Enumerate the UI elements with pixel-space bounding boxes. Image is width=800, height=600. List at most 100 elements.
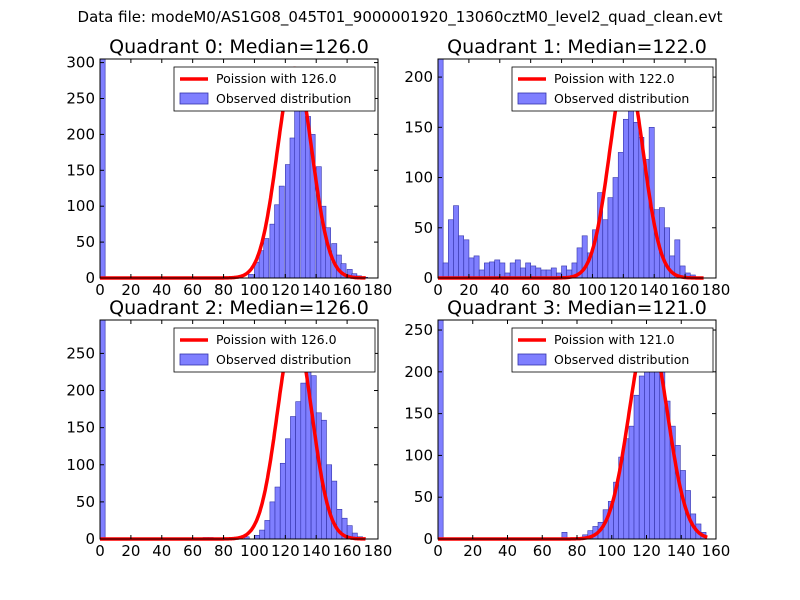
y-tick-label: 150 — [66, 419, 95, 437]
x-tick-label: 0 — [433, 281, 443, 299]
histogram-bar — [99, 58, 106, 279]
x-tick-label: 40 — [490, 281, 509, 299]
histogram-bar — [617, 152, 624, 279]
histogram-bar — [674, 239, 681, 279]
histogram-bar — [458, 235, 464, 279]
x-tick-label: 80 — [214, 281, 233, 299]
histogram-bar — [295, 401, 302, 540]
histogram-bar — [264, 520, 271, 540]
histogram-bar — [644, 350, 650, 540]
x-tick-label: 20 — [459, 281, 478, 299]
legend: Poission with 126.0 Observed distribution — [173, 327, 376, 373]
y-tick-label: 200 — [404, 363, 433, 381]
histogram-bar — [437, 319, 444, 540]
axes-frame — [437, 58, 717, 279]
y-tick-label: 0 — [423, 269, 433, 287]
y-tick-label: 150 — [404, 118, 433, 136]
y-tick-label: 150 — [404, 405, 433, 423]
y-tick-label: 0 — [423, 530, 433, 548]
legend-line-label: Poission with 126.0 — [216, 71, 337, 86]
subplot-title: Quadrant 3: Median=121.0 — [447, 297, 707, 319]
subplot-title: Quadrant 0: Median=126.0 — [109, 36, 369, 58]
x-tick-label: 80 — [214, 542, 233, 560]
x-tick-label: 100 — [240, 281, 269, 299]
x-tick-label: 0 — [433, 542, 443, 560]
legend-bar-label: Observed distribution — [554, 91, 689, 106]
legend-line-label: Poission with 126.0 — [216, 332, 337, 347]
histogram-bar — [514, 259, 521, 279]
histogram-bar — [99, 319, 106, 540]
y-tick-label: 200 — [66, 125, 95, 143]
histogram-bar — [612, 177, 619, 279]
axes-frame — [99, 58, 379, 279]
x-tick-label: 40 — [152, 542, 171, 560]
x-tick-label: 40 — [152, 281, 171, 299]
histogram-bar — [525, 262, 532, 279]
legend-line-label: Poission with 121.0 — [554, 332, 675, 347]
histogram-bar — [484, 262, 490, 279]
legend-bar-label: Observed distribution — [216, 352, 351, 367]
histogram-bar — [468, 257, 475, 279]
histogram-bar — [607, 197, 614, 279]
x-tick-label: 120 — [609, 281, 638, 299]
histogram-bar — [310, 375, 317, 540]
y-tick-label: 0 — [85, 530, 95, 548]
subplot-quadrant-3: 0 20 40 60 80 100 120 140 160 0 50 100 150 200 250 Quad… — [404, 297, 730, 560]
histogram-bar — [473, 255, 480, 279]
subplot-title: Quadrant 1: Median=122.0 — [447, 36, 707, 58]
histogram-bar — [489, 261, 495, 279]
x-tick-label: 40 — [498, 542, 517, 560]
y-tick-label: 100 — [66, 456, 95, 474]
y-tick-label: 150 — [66, 161, 95, 179]
histogram-bar — [448, 219, 454, 279]
histogram-bar — [453, 205, 459, 279]
histogram-bar — [623, 118, 629, 279]
y-tick-label: 250 — [66, 344, 95, 362]
histogram-bar — [247, 274, 254, 279]
histogram-bar — [254, 534, 260, 540]
x-tick-label: 80 — [552, 281, 571, 299]
x-tick-label: 0 — [95, 542, 105, 560]
x-tick-label: 160 — [333, 542, 362, 560]
histogram-bar — [628, 425, 635, 540]
subplot-quadrant-2: 0 20 40 60 80 100 120 140 160 180050100150200250Q… — [66, 297, 392, 560]
x-tick-label: 140 — [667, 542, 696, 560]
x-tick-label: 100 — [597, 542, 626, 560]
x-tick-label: 180 — [364, 542, 393, 560]
histogram-bar — [259, 529, 265, 540]
x-tick-label: 140 — [302, 281, 331, 299]
subplot-title: Quadrant 2: Median=126.0 — [109, 297, 369, 319]
legend-bar-swatch — [179, 92, 209, 105]
y-tick-label: 0 — [85, 269, 95, 287]
y-tick-label: 50 — [414, 488, 433, 506]
y-tick-label: 50 — [414, 219, 433, 237]
legend: Poission with 122.0 Observed distribution — [511, 66, 714, 112]
y-tick-label: 200 — [404, 68, 433, 86]
x-tick-label: 120 — [271, 281, 300, 299]
x-tick-label: 60 — [521, 281, 540, 299]
legend-bar-label: Observed distribution — [554, 352, 689, 367]
y-tick-label: 100 — [66, 197, 95, 215]
histogram-bar — [623, 438, 630, 540]
histogram-bar — [279, 462, 286, 540]
histogram-bar — [494, 259, 501, 279]
figure-title: Data file: modeM0/AS1G08_045T01_90000019… — [77, 8, 723, 26]
x-tick-label: 100 — [578, 281, 607, 299]
histogram-bar — [463, 239, 470, 279]
legend-line-label: Poission with 122.0 — [554, 71, 675, 86]
y-tick-label: 100 — [404, 169, 433, 187]
y-tick-label: 100 — [404, 446, 433, 464]
histogram-bar — [274, 486, 281, 540]
x-tick-label: 180 — [364, 281, 393, 299]
legend-bar-swatch — [179, 353, 209, 366]
x-tick-label: 60 — [183, 542, 202, 560]
legend-bar-swatch — [517, 92, 547, 105]
x-tick-label: 160 — [333, 281, 362, 299]
x-tick-label: 20 — [463, 542, 482, 560]
legend: Poission with 126.0 Observed distribution — [173, 66, 376, 112]
histogram-bar — [290, 416, 296, 540]
legend-bar-swatch — [517, 353, 547, 366]
x-tick-label: 140 — [640, 281, 669, 299]
axes-frame — [99, 319, 379, 540]
